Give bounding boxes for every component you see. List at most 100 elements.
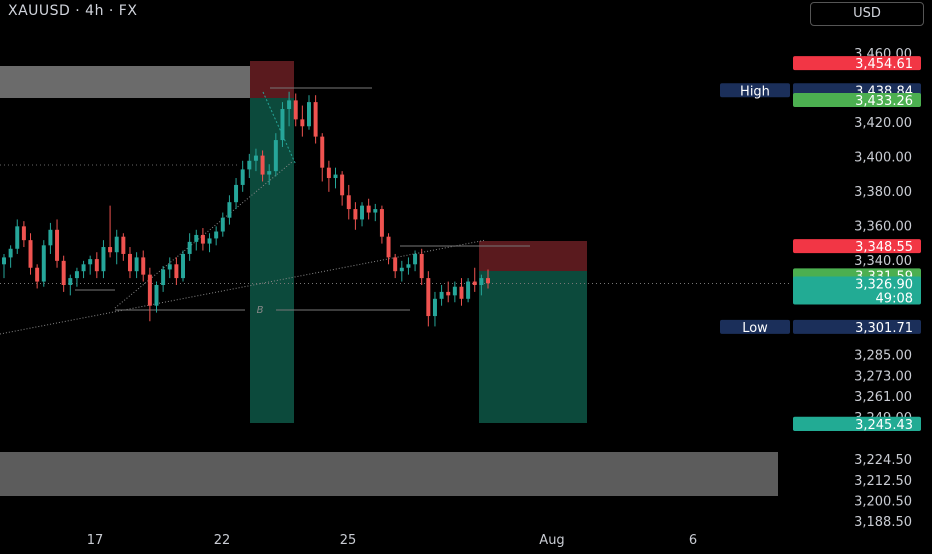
candle-body: [340, 174, 345, 196]
candle: [340, 171, 345, 206]
position-2-target-zone: [479, 271, 587, 423]
currency-button[interactable]: USD: [810, 2, 924, 26]
candle: [393, 253, 398, 279]
candle: [459, 278, 464, 306]
swing-line: [262, 91, 297, 166]
candle-body: [247, 160, 252, 170]
candle-body: [174, 264, 179, 279]
y-tick-label: 3,420.00: [854, 116, 912, 131]
candle: [234, 178, 239, 210]
candle: [472, 267, 477, 292]
candle: [8, 245, 13, 268]
candle: [267, 164, 272, 185]
candle: [413, 250, 418, 272]
price-label-low-bg: [793, 319, 921, 334]
candle-body: [439, 291, 444, 299]
y-tick-label: 3,261.00: [854, 390, 912, 405]
candle-body: [373, 209, 378, 213]
y-tick-label: 3,340.00: [854, 254, 912, 269]
candle-body: [161, 269, 166, 285]
candle: [154, 281, 159, 313]
candle-body: [94, 259, 99, 272]
price-label-high-prefix: High: [740, 84, 770, 99]
candle: [360, 202, 365, 227]
candle: [94, 252, 99, 279]
candle: [419, 248, 424, 285]
candle: [320, 133, 325, 182]
candle-body: [406, 264, 411, 268]
candle: [127, 247, 132, 279]
candle-body: [61, 260, 66, 285]
candle: [147, 267, 152, 322]
candle: [187, 233, 192, 261]
x-tick-label: 6: [689, 533, 697, 548]
candle: [287, 91, 292, 127]
candle-body: [48, 229, 53, 246]
candle: [280, 102, 285, 147]
candle-body: [313, 102, 318, 137]
candle-body: [360, 205, 365, 220]
candle: [326, 160, 331, 192]
candle: [247, 153, 252, 179]
candle: [333, 167, 338, 189]
candle: [101, 240, 106, 279]
candle-body: [141, 257, 146, 275]
candle: [479, 274, 484, 296]
candle: [379, 205, 384, 244]
price-label-low-prefix: Low: [742, 321, 768, 336]
candle-body: [8, 248, 13, 258]
price-label-3433-bg: [793, 92, 921, 107]
candle-body: [280, 109, 285, 141]
candle: [214, 226, 219, 246]
candle-body: [446, 291, 451, 296]
candle-body: [326, 167, 331, 179]
candle: [353, 202, 358, 230]
candle: [161, 266, 166, 292]
candle: [108, 205, 113, 258]
supply-zone: [0, 66, 250, 98]
y-tick-label: 3,360.00: [854, 219, 912, 234]
candle: [452, 281, 457, 303]
candle: [346, 184, 351, 220]
price-label-current-text: 3,326.90: [855, 277, 913, 292]
candle: [313, 95, 318, 144]
candle-body: [227, 202, 232, 218]
candle-body: [267, 171, 272, 175]
candle-body: [121, 236, 126, 254]
candle: [240, 160, 245, 192]
candle-body: [479, 278, 484, 285]
candle-body: [466, 281, 471, 299]
x-tick-label: Aug: [539, 533, 564, 548]
candle: [181, 250, 186, 282]
candle: [81, 260, 86, 279]
candle-body: [214, 231, 219, 239]
candle-body: [452, 286, 457, 296]
candle: [207, 233, 212, 253]
candle: [486, 269, 490, 289]
candle-body: [320, 136, 325, 168]
price-label-high-prefix-bg: [720, 83, 790, 98]
candle-body: [15, 226, 20, 249]
candle: [114, 229, 119, 265]
candle: [68, 274, 73, 296]
candle-body: [207, 238, 212, 244]
candle: [134, 252, 139, 279]
price-label-current-timer: 49:08: [876, 291, 913, 306]
x-tick-label: 22: [214, 533, 231, 548]
y-tick-label: 3,273.00: [854, 369, 912, 384]
price-label-low: 3,301.71 Low: [720, 319, 921, 336]
candle: [121, 233, 126, 261]
candle: [174, 257, 179, 285]
zones-layer: [0, 61, 778, 496]
candle: [220, 212, 225, 237]
candle-body: [419, 253, 424, 279]
y-tick-label: 3,200.50: [854, 495, 912, 510]
candle: [366, 198, 371, 220]
candle-body: [68, 278, 73, 285]
candle-body: [81, 264, 86, 272]
candle-body: [306, 102, 311, 127]
candle: [253, 148, 258, 172]
candle: [35, 264, 40, 289]
